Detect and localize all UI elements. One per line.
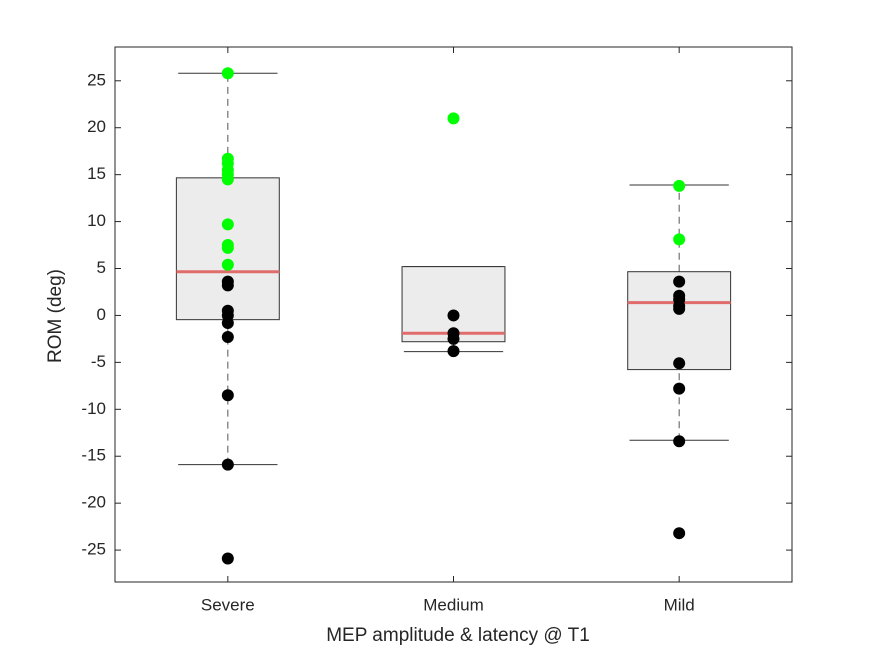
- y-tick-label: 25: [87, 70, 106, 89]
- point: [673, 233, 686, 246]
- point: [221, 279, 234, 292]
- point: [673, 527, 686, 540]
- x-tick-label: Medium: [423, 595, 483, 614]
- y-tick-label: -10: [81, 399, 106, 418]
- point: [673, 275, 686, 288]
- point: [221, 458, 234, 471]
- point: [673, 435, 686, 448]
- point: [221, 218, 234, 231]
- point: [221, 552, 234, 565]
- box: [627, 271, 732, 371]
- y-tick-label: 15: [87, 164, 106, 183]
- x-tick-label: Severe: [201, 595, 255, 614]
- y-axis-label: ROM (deg): [45, 269, 66, 363]
- point: [673, 357, 686, 370]
- y-tick-label: 10: [87, 211, 106, 230]
- point: [221, 389, 234, 402]
- point: [447, 345, 460, 358]
- point: [221, 331, 234, 344]
- point: [221, 173, 234, 186]
- y-tick-label: -20: [81, 493, 106, 512]
- point: [221, 241, 234, 254]
- point: [673, 302, 686, 315]
- x-axis-label: MEP amplitude & latency @ T1: [326, 625, 590, 646]
- point: [673, 382, 686, 395]
- point: [447, 332, 460, 345]
- y-tick-label: 20: [87, 117, 106, 136]
- point: [447, 112, 460, 125]
- point: [447, 309, 460, 322]
- point: [221, 316, 234, 329]
- point: [673, 179, 686, 192]
- y-tick-label: 0: [97, 305, 106, 324]
- y-tick-label: 5: [97, 258, 106, 277]
- point: [221, 67, 234, 80]
- point: [221, 258, 234, 271]
- y-tick-label: -5: [91, 352, 106, 371]
- x-tick-label: Mild: [664, 595, 695, 614]
- y-tick-label: -15: [81, 446, 106, 465]
- y-tick-label: -25: [81, 540, 106, 559]
